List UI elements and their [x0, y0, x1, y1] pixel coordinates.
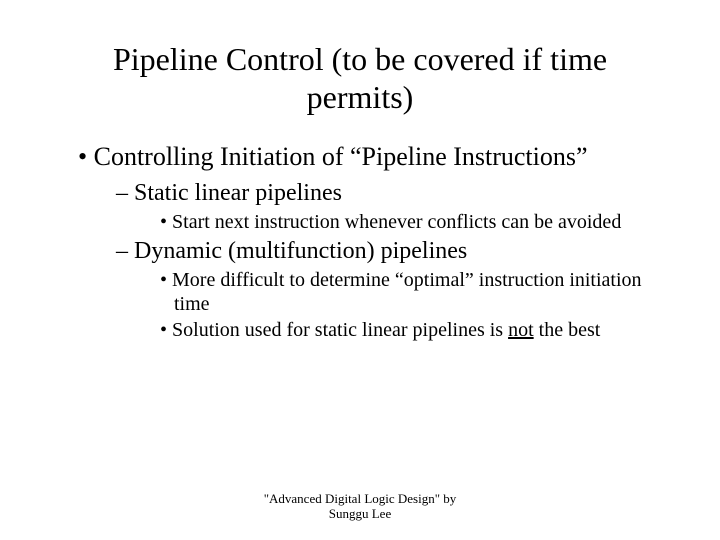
bullet-level2: Static linear pipelines: [116, 178, 660, 208]
slide-title: Pipeline Control (to be covered if time …: [60, 40, 660, 117]
footer-line1: "Advanced Digital Logic Design" by: [0, 491, 720, 507]
bullet-level3: Start next instruction whenever conflict…: [160, 210, 660, 234]
text-suffix: the best: [534, 319, 601, 341]
bullet-level2: Dynamic (multifunction) pipelines: [116, 236, 660, 266]
bullet-level3: Solution used for static linear pipeline…: [160, 318, 660, 342]
slide-content: Pipeline Control (to be covered if time …: [0, 0, 720, 342]
underlined-text: not: [508, 319, 534, 341]
text-prefix: Solution used for static linear pipeline…: [172, 319, 508, 341]
bullet-level1: Controlling Initiation of “Pipeline Inst…: [78, 141, 660, 172]
footer-line2: Sunggu Lee: [0, 506, 720, 522]
bullet-level3: More difficult to determine “optimal” in…: [160, 268, 660, 316]
slide-footer: "Advanced Digital Logic Design" by Sungg…: [0, 491, 720, 522]
